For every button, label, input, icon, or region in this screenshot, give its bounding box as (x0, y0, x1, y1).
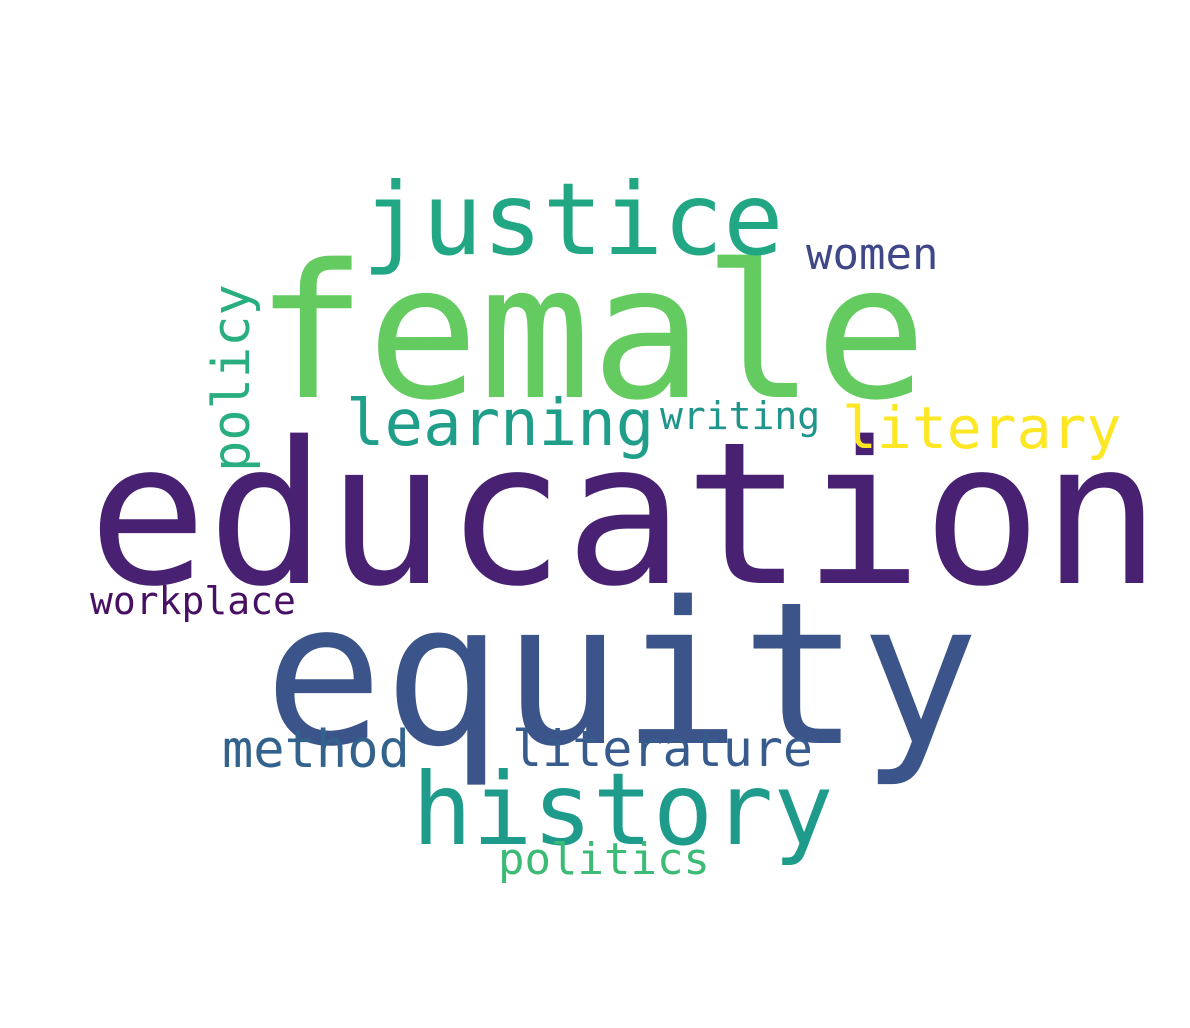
word-female: female (255, 224, 927, 441)
word-education: education (88, 399, 1161, 630)
word-history: history (412, 751, 834, 868)
word-literary: literary (842, 394, 1122, 462)
word-women: women (806, 229, 939, 280)
word-writing: writing (660, 394, 821, 438)
word-method: method (222, 720, 410, 780)
word-justice: justice (362, 161, 784, 278)
word-politics: politics (498, 834, 710, 885)
word-learning: learning (346, 387, 655, 461)
word-equity: equity (264, 559, 980, 790)
word-workplace: workplace (90, 579, 296, 623)
word-literature: literature (512, 720, 814, 778)
word-policy: policy (202, 284, 262, 472)
